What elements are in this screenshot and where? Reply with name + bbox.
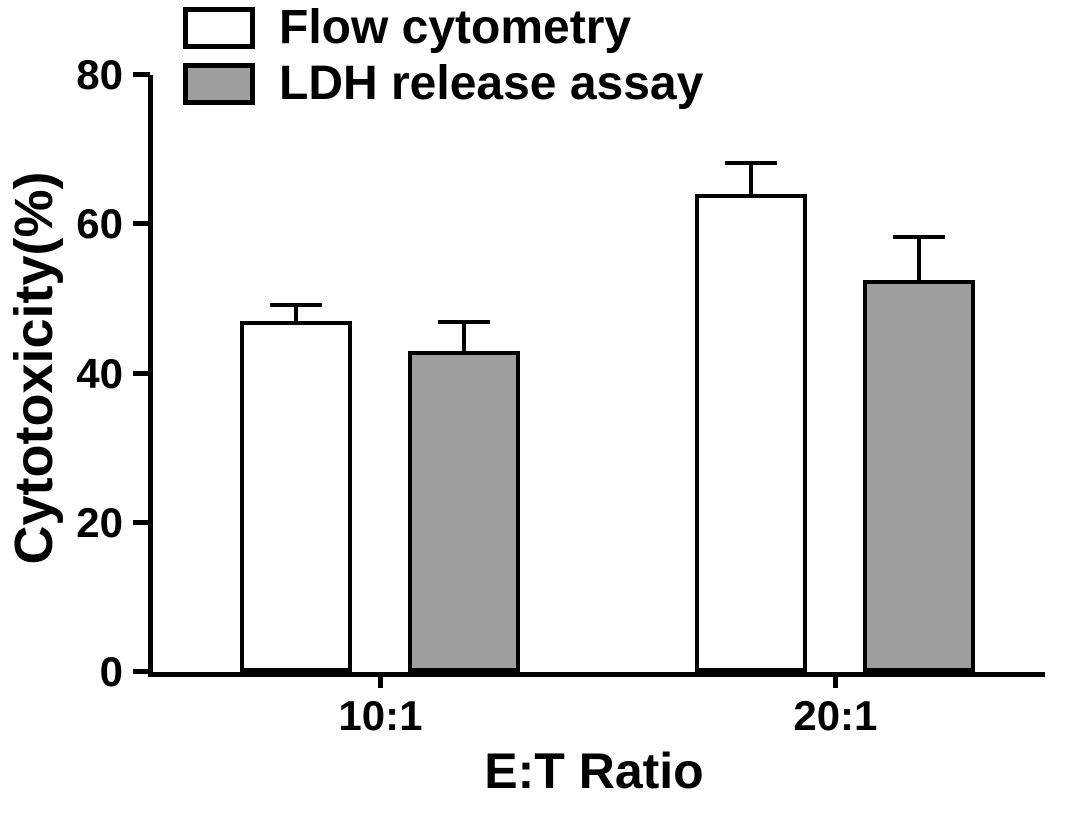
legend-swatch-ldh-release-assay (183, 63, 255, 105)
legend-label-flow-cytometry: Flow cytometry (279, 1, 632, 54)
error-bar-stem-flow-cytometry (294, 303, 299, 326)
x-axis-title: E:T Ratio (484, 743, 704, 799)
error-bar-stem-ldh-release-assay (462, 319, 467, 356)
error-bar-stem-flow-cytometry (749, 160, 754, 199)
legend: Flow cytometry LDH release assay (183, 4, 703, 108)
x-tick-label: 20:1 (793, 692, 878, 739)
y-tick-label: 20 (76, 498, 123, 546)
y-tick-label: 0 (99, 648, 123, 695)
y-axis-tick (133, 370, 150, 376)
error-bar-cap-flow-cytometry (270, 303, 323, 308)
x-axis-tick (378, 672, 384, 688)
error-bar-cap-ldh-release-assay (438, 319, 491, 324)
y-axis-tick (133, 72, 150, 77)
legend-item-ldh-release-assay: LDH release assay (183, 60, 703, 108)
y-axis-title: Cytotoxicity(%) (4, 171, 64, 565)
legend-swatch-flow-cytometry (183, 7, 255, 49)
bar-ldh-release-assay-10-1 (408, 351, 521, 672)
bar-flow-cytometry-10-1 (240, 321, 353, 672)
error-bar-stem-ldh-release-assay (917, 235, 922, 285)
x-axis-tick (833, 672, 839, 688)
y-axis-tick (133, 669, 150, 674)
x-tick-label: 10:1 (338, 692, 423, 739)
legend-item-flow-cytometry: Flow cytometry (183, 4, 703, 52)
y-axis-tick (133, 519, 150, 525)
legend-label-ldh-release-assay: LDH release assay (279, 57, 704, 110)
bar-ldh-release-assay-20-1 (863, 280, 976, 672)
y-tick-label: 40 (76, 349, 123, 397)
bar-flow-cytometry-20-1 (695, 194, 808, 672)
error-bar-cap-ldh-release-assay (893, 235, 946, 240)
y-tick-label: 60 (76, 200, 123, 248)
error-bar-cap-flow-cytometry (725, 160, 778, 165)
plot-area: 0 20 40 60 80 10:1 20:1 (76, 54, 1045, 737)
y-tick-label: 80 (76, 51, 123, 98)
y-axis-tick (133, 221, 150, 227)
